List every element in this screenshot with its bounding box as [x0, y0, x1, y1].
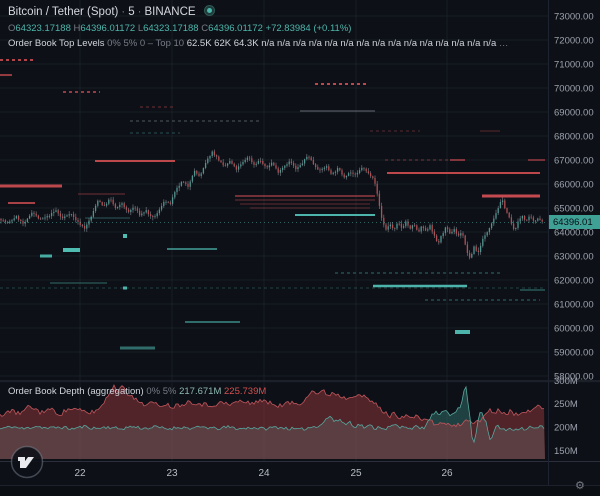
svg-text:25: 25 — [350, 468, 362, 479]
svg-text:64000.00: 64000.00 — [554, 228, 594, 239]
open-value: 64323.17188 — [15, 23, 71, 34]
svg-text:66000.00: 66000.00 — [554, 180, 594, 191]
depth-ask-total: 225.739M — [224, 386, 267, 397]
svg-text:22: 22 — [74, 468, 86, 479]
svg-text:70000.00: 70000.00 — [554, 84, 594, 95]
svg-text:71000.00: 71000.00 — [554, 60, 594, 71]
high-label: H — [73, 23, 81, 34]
separator: · — [137, 6, 142, 18]
last-price-label[interactable]: 64396.01 — [549, 215, 600, 229]
svg-text:60000.00: 60000.00 — [554, 324, 594, 335]
svg-text:23: 23 — [166, 468, 178, 479]
svg-text:67000.00: 67000.00 — [554, 156, 594, 167]
orderbook-level-na-values: n/a n/a n/a n/a n/a n/a n/a n/a n/a n/a … — [261, 38, 497, 49]
depth-pane-legend: Order Book Depth (aggregation) 0% 5% 217… — [8, 386, 266, 397]
svg-text:63000.00: 63000.00 — [554, 252, 594, 263]
svg-text:58000.00: 58000.00 — [554, 372, 594, 383]
orderbook-levels-range: 0 – Top 10 — [139, 38, 185, 49]
orderbook-levels-row: Order Book Top Levels 0% 5% 0 – Top 10 6… — [8, 37, 508, 50]
chart-legend: Bitcoin / Tether (Spot) · 5 · BINANCE O64323… — [8, 4, 508, 50]
open-label: O — [8, 23, 16, 34]
change-value: +72.83984 (+0.11%) — [265, 23, 352, 34]
depth-params: 0% 5% — [146, 386, 177, 397]
symbol-title[interactable]: Bitcoin / Tether (Spot) — [8, 6, 119, 18]
orderbook-levels-title[interactable]: Order Book Top Levels — [8, 38, 105, 49]
svg-text:61000.00: 61000.00 — [554, 300, 594, 311]
svg-text:69000.00: 69000.00 — [554, 108, 594, 119]
low-value: 64323.17188 — [143, 23, 199, 34]
close-value: 64396.01172 — [208, 23, 263, 34]
svg-text:73000.00: 73000.00 — [554, 12, 594, 23]
svg-text:59000.00: 59000.00 — [554, 348, 594, 359]
orderbook-levels-more: … — [498, 38, 509, 49]
tradingview-logo-icon — [10, 445, 44, 479]
separator: · — [121, 6, 126, 18]
close-label: C — [201, 23, 209, 34]
market-status-dot — [203, 5, 215, 16]
interval-button[interactable]: 5 — [128, 6, 135, 18]
svg-text:250M: 250M — [554, 399, 578, 410]
svg-text:150M: 150M — [554, 446, 578, 457]
svg-text:26: 26 — [441, 468, 453, 479]
tradingview-logo[interactable] — [10, 445, 44, 479]
orderbook-level-value: 62K — [214, 38, 232, 49]
depth-title[interactable]: Order Book Depth (aggregation) — [8, 386, 144, 397]
ohlc-row: O64323.17188 H64396.01172 L64323.17188 C… — [8, 22, 508, 35]
orderbook-level-value: 62.5K — [186, 38, 212, 49]
svg-text:24: 24 — [258, 468, 270, 479]
svg-text:72000.00: 72000.00 — [554, 36, 594, 47]
exchange-label[interactable]: BINANCE — [144, 6, 196, 18]
svg-text:65000.00: 65000.00 — [554, 204, 594, 215]
symbol-row: Bitcoin / Tether (Spot) · 5 · BINANCE — [8, 4, 508, 19]
depth-bid-total: 217.671M — [179, 386, 222, 397]
svg-text:300M: 300M — [554, 376, 578, 387]
svg-text:200M: 200M — [554, 423, 578, 434]
settings-gear-icon[interactable]: ⚙ — [575, 480, 585, 492]
orderbook-levels-params: 0% 5% — [107, 38, 138, 49]
high-value: 64396.01172 — [80, 23, 136, 34]
svg-text:68000.00: 68000.00 — [554, 132, 594, 143]
svg-text:62000.00: 62000.00 — [554, 276, 594, 287]
low-label: L — [137, 23, 144, 34]
orderbook-level-value: 64.3K — [233, 38, 259, 49]
